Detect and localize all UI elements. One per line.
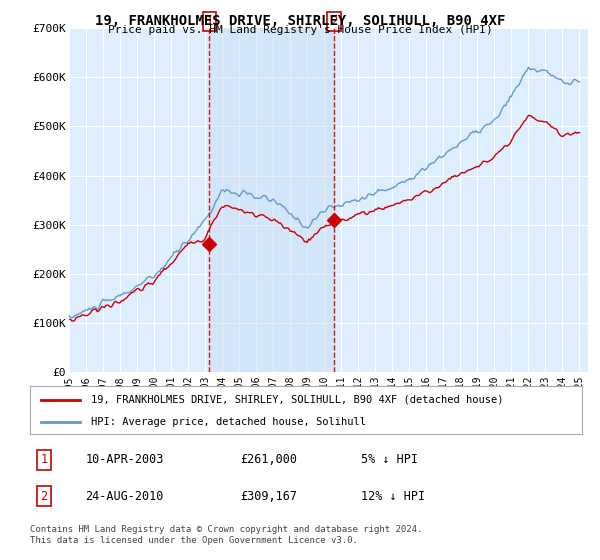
Text: £309,167: £309,167 (240, 490, 297, 503)
Text: 10-APR-2003: 10-APR-2003 (85, 454, 164, 466)
Text: 19, FRANKHOLMES DRIVE, SHIRLEY, SOLIHULL, B90 4XF (detached house): 19, FRANKHOLMES DRIVE, SHIRLEY, SOLIHULL… (91, 395, 503, 405)
Text: 1: 1 (40, 454, 47, 466)
Text: Price paid vs. HM Land Registry's House Price Index (HPI): Price paid vs. HM Land Registry's House … (107, 25, 493, 35)
Text: HPI: Average price, detached house, Solihull: HPI: Average price, detached house, Soli… (91, 417, 366, 427)
Text: 5% ↓ HPI: 5% ↓ HPI (361, 454, 418, 466)
Bar (209, 28, 334, 372)
Text: 24-AUG-2010: 24-AUG-2010 (85, 490, 164, 503)
Text: Contains HM Land Registry data © Crown copyright and database right 2024.
This d: Contains HM Land Registry data © Crown c… (30, 525, 422, 545)
Text: 1: 1 (206, 15, 213, 28)
Text: 19, FRANKHOLMES DRIVE, SHIRLEY, SOLIHULL, B90 4XF: 19, FRANKHOLMES DRIVE, SHIRLEY, SOLIHULL… (95, 14, 505, 28)
Text: 2: 2 (40, 490, 47, 503)
Text: 12% ↓ HPI: 12% ↓ HPI (361, 490, 425, 503)
Text: 2: 2 (331, 15, 338, 28)
Text: £261,000: £261,000 (240, 454, 297, 466)
